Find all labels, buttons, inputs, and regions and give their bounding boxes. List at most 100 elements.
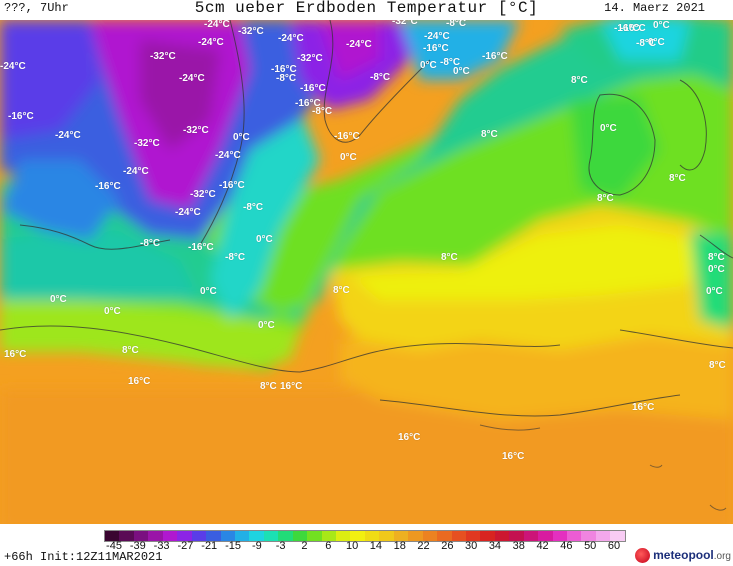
colorbar-swatch	[336, 531, 351, 541]
colorbar-swatch	[350, 531, 365, 541]
colorbar-swatch	[494, 531, 510, 541]
colorbar-tick-label: 18	[393, 540, 406, 552]
temp-label: 8°C	[669, 173, 686, 184]
temp-label: -24°C	[346, 39, 372, 50]
meteopool-logo[interactable]: meteopool.org	[635, 546, 731, 564]
temp-label: 16°C	[398, 432, 421, 443]
colorbar-swatch	[292, 531, 308, 541]
colorbar-swatch	[364, 531, 380, 541]
temp-label: 8°C	[441, 252, 458, 263]
temp-label: -16°C	[8, 111, 34, 122]
colorbar-swatch	[133, 531, 149, 541]
temp-label: -16°C	[423, 43, 449, 54]
colorbar-swatch	[610, 531, 625, 541]
colorbar-swatch	[148, 531, 163, 541]
temp-label: -32°C	[297, 53, 323, 64]
temp-label: 0°C	[708, 264, 725, 275]
temp-label: 16°C	[502, 451, 525, 462]
colorbar-swatch	[234, 531, 250, 541]
temp-label: 16°C	[4, 349, 27, 360]
temp-label: -24°C	[175, 207, 201, 218]
temp-label: -24°C	[215, 150, 241, 161]
temp-label: 0°C	[653, 20, 670, 31]
colorbar-swatch	[177, 531, 192, 541]
colorbar-swatch	[206, 531, 221, 541]
colorbar-swatch	[263, 531, 279, 541]
colorbar-tick-label: -27	[177, 540, 194, 552]
colorbar-tick-label: 10	[345, 540, 359, 552]
colorbar-swatch	[321, 531, 336, 541]
colorbar-ticks: -45 -39 -33 -27 -21 -15 -9 -3 2 6 10 14 18 22 26 30 34 38…	[104, 540, 624, 554]
temp-label: 8°C	[708, 252, 725, 263]
temp-label: 0°C	[453, 66, 470, 77]
temp-label: 0°C	[420, 60, 437, 71]
colorbar-swatch	[379, 531, 394, 541]
colorbar-tick-label: -39	[129, 540, 146, 552]
colorbar-tick-label: 2	[301, 540, 308, 552]
map-title: 5cm ueber Erdboden Temperatur [°C]	[194, 0, 539, 17]
colorbar-tick-label: 46	[560, 540, 573, 552]
temp-label: -24°C	[204, 19, 230, 30]
colorbar-swatch	[393, 531, 409, 541]
colorbar-tick-label: 50	[584, 540, 597, 552]
temp-label: 0°C	[233, 132, 250, 143]
temp-label: 8°C	[122, 345, 139, 356]
temp-label: -32°C	[150, 51, 176, 62]
run-info: ???, 7Uhr	[4, 1, 69, 15]
temp-label: -24°C	[424, 31, 450, 42]
temp-label: -16°C	[295, 98, 321, 109]
colorbar-tick-label: 38	[512, 540, 525, 552]
temp-label: -16°C	[620, 23, 646, 34]
temp-label: -16°C	[300, 83, 326, 94]
temperature-map	[0, 0, 733, 524]
temp-label: -24°C	[123, 166, 149, 177]
temp-label: -8°C	[370, 72, 391, 83]
temp-label: -24°C	[55, 130, 81, 141]
colorbar-swatch	[191, 531, 207, 541]
temp-label: 0°C	[200, 286, 217, 297]
temp-label: -16°C	[482, 51, 508, 62]
colorbar-swatch	[595, 531, 611, 541]
temp-label: -16°C	[95, 181, 121, 192]
colorbar-swatch	[307, 531, 322, 541]
temp-label: -16°C	[614, 23, 640, 34]
colorbar-swatch	[119, 531, 134, 541]
colorbar-swatch	[523, 531, 539, 541]
temp-label: 8°C	[260, 381, 277, 392]
colorbar-swatch	[249, 531, 264, 541]
temp-label: -8°C	[225, 252, 246, 263]
colorbar-swatch	[465, 531, 481, 541]
colorbar-swatch	[538, 531, 553, 541]
colorbar-swatch	[480, 531, 495, 541]
colorbar-tick-label: -33	[153, 540, 170, 552]
temp-label: 8°C	[481, 129, 498, 140]
temp-label: -16°C	[219, 180, 245, 191]
temp-label: 0°C	[648, 37, 665, 48]
colorbar-swatch	[408, 531, 423, 541]
colorbar-tick-label: -9	[251, 540, 262, 552]
colorbar-tick-label: -15	[225, 540, 241, 552]
temp-label: 0°C	[258, 320, 275, 331]
temp-label: -32°C	[392, 16, 418, 27]
colorbar-tick-label: 30	[465, 540, 478, 552]
map-footer: -45 -39 -33 -27 -21 -15 -9 -3 2 6 10 14 18 22 26 30 34 38…	[0, 524, 733, 566]
colorbar-tick-label: 26	[441, 540, 454, 552]
colorbar-swatch	[552, 531, 567, 541]
colorbar-swatch	[162, 531, 178, 541]
temp-label: 8°C	[571, 75, 588, 86]
colorbar-swatch	[105, 531, 120, 541]
temp-label: 16°C	[128, 376, 151, 387]
colorbar	[104, 530, 626, 542]
temp-label: -16°C	[334, 131, 360, 142]
temperature-labels: -24°C -32°C -24°C -24°C -32°C -16°C -16°…	[0, 16, 726, 462]
temp-label: -8°C	[140, 238, 161, 249]
logo-tld: .org	[713, 551, 731, 562]
temp-label: 8°C	[333, 285, 350, 296]
temp-label: 0°C	[340, 152, 357, 163]
map-header: ???, 7Uhr 5cm ueber Erdboden Temperatur …	[0, 0, 733, 20]
colorbar-swatch	[567, 531, 582, 541]
colorbar-swatch	[437, 531, 452, 541]
temp-label: -16°C	[188, 242, 214, 253]
logo-name: meteopool	[653, 548, 714, 562]
temp-label: 16°C	[280, 381, 303, 392]
